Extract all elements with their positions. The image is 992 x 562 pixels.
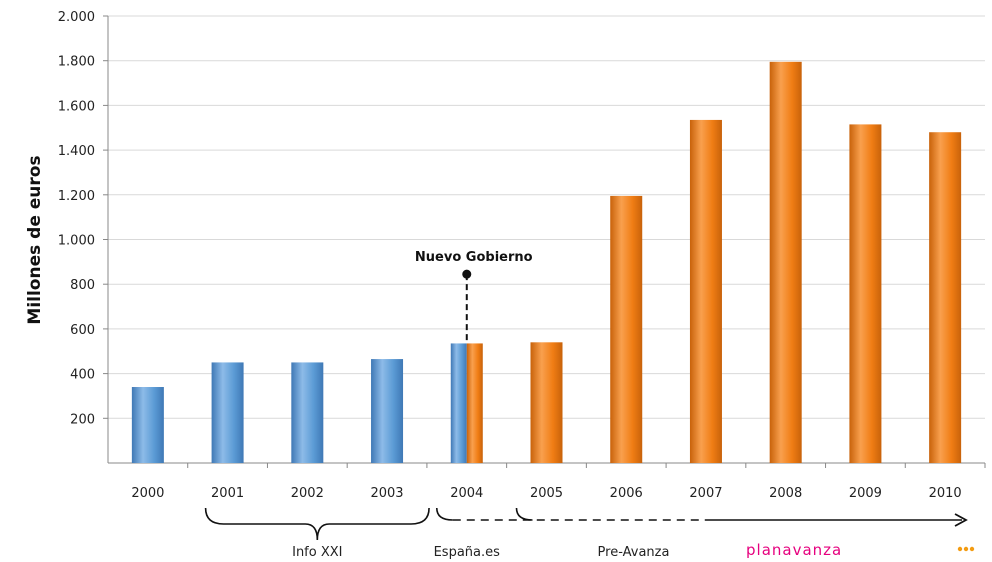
y-tick-label: 800 bbox=[70, 278, 95, 293]
bar-2004-blue bbox=[450, 343, 467, 463]
logo-text: planavanza bbox=[746, 541, 842, 559]
x-tick-label: 2008 bbox=[769, 486, 802, 501]
y-axis-ticks: 200 400 600 800 1.000 1.200 1.400 1.600 1.800 2.0… bbox=[58, 10, 108, 427]
bar-2007 bbox=[689, 119, 722, 464]
espana-bracket-start bbox=[435, 507, 453, 521]
x-tick-label: 2002 bbox=[291, 486, 324, 501]
y-tick-label: 600 bbox=[70, 323, 95, 338]
bar-2008 bbox=[769, 61, 802, 463]
x-tick-label: 2006 bbox=[610, 486, 643, 501]
phase-brackets: Info XXI España.es Pre-Avanza bbox=[204, 507, 968, 560]
bar-2010 bbox=[929, 132, 962, 463]
pre-avanza-bracket-start bbox=[515, 507, 533, 521]
phase-label: Pre-Avanza bbox=[598, 545, 670, 560]
x-tick-label: 2005 bbox=[530, 486, 563, 501]
x-tick-label: 2010 bbox=[929, 486, 962, 501]
bar-2006 bbox=[610, 195, 643, 464]
bar-2009 bbox=[849, 124, 882, 464]
x-tick-label: 2001 bbox=[211, 486, 244, 501]
y-tick-label: 1.800 bbox=[58, 55, 95, 70]
bars bbox=[131, 61, 962, 464]
timeline-arrowhead bbox=[954, 513, 968, 527]
annotation-label: Nuevo Gobierno bbox=[415, 250, 533, 265]
x-axis-ticks: 2000 2001 2002 2003 2004 2005 2006 2007 2008 2009… bbox=[131, 463, 986, 501]
logo-dot bbox=[963, 546, 969, 552]
bar-2002 bbox=[291, 362, 324, 463]
annotation: Nuevo Gobierno bbox=[415, 250, 533, 344]
bar-2000 bbox=[131, 387, 164, 463]
grid-lines bbox=[108, 15, 985, 419]
x-tick-label: 2009 bbox=[849, 486, 882, 501]
planavanza-logo: planavanza bbox=[746, 541, 975, 559]
bar-2001 bbox=[211, 362, 244, 463]
x-tick-label: 2003 bbox=[370, 486, 403, 501]
y-tick-label: 1.600 bbox=[58, 99, 95, 114]
logo-dot bbox=[957, 546, 963, 552]
x-tick-label: 2007 bbox=[689, 486, 722, 501]
bar-2005 bbox=[530, 342, 563, 463]
x-tick-label: 2000 bbox=[131, 486, 164, 501]
y-tick-label: 200 bbox=[70, 412, 95, 427]
bar-2004-orange bbox=[466, 343, 483, 463]
bar-2003 bbox=[371, 359, 404, 463]
annotation-dot bbox=[462, 269, 472, 279]
y-tick-label: 1.400 bbox=[58, 144, 95, 159]
phase-label: Info XXI bbox=[292, 545, 342, 560]
y-tick-label: 1.200 bbox=[58, 189, 95, 204]
y-tick-label: 1.000 bbox=[58, 234, 95, 249]
y-tick-label: 400 bbox=[70, 368, 95, 383]
y-axis-label: Millones de euros bbox=[25, 155, 45, 324]
phase-label: España.es bbox=[434, 545, 501, 560]
x-tick-label: 2004 bbox=[450, 486, 483, 501]
y-tick-label: 2.000 bbox=[58, 10, 95, 25]
logo-dot bbox=[969, 546, 975, 552]
info-xxi-brace bbox=[204, 507, 430, 541]
